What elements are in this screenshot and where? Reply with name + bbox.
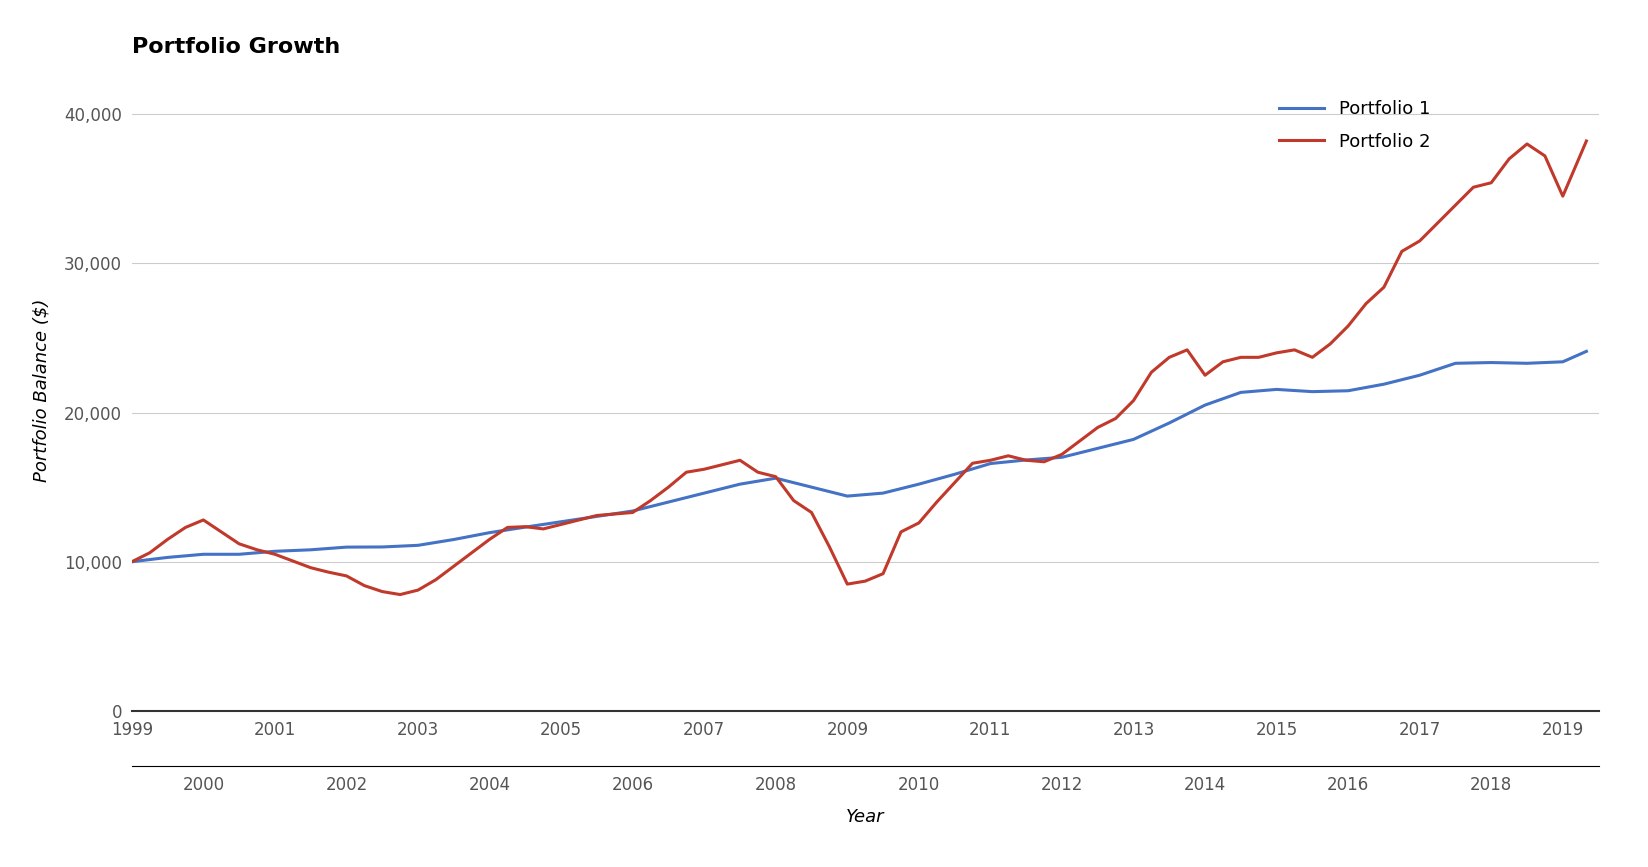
Portfolio 1 [1267,384,1287,394]
Portfolio 1 [265,546,285,557]
Portfolio 1 [801,482,821,492]
Portfolio 1 [1577,346,1597,356]
Portfolio 1 [336,542,356,552]
Portfolio 1 [944,469,964,479]
Portfolio 2 [1267,348,1287,358]
Portfolio 1 [837,491,857,501]
Portfolio 1 [1482,357,1501,368]
Portfolio 1 [694,488,714,499]
Portfolio 1 [623,505,643,516]
Portfolio 1 [1051,452,1071,462]
Portfolio 1 [981,459,1000,469]
Portfolio 1 [1374,379,1394,389]
Portfolio 1 [516,522,536,532]
Portfolio 1 [409,540,428,551]
Portfolio 1 [158,552,178,563]
Portfolio 2 [1577,136,1597,147]
Portfolio 1 [122,557,142,567]
Legend: Portfolio 1, Portfolio 2: Portfolio 1, Portfolio 2 [1271,91,1439,160]
Portfolio 1 [372,542,392,552]
Portfolio 1 [443,534,463,544]
Portfolio 1 [1160,418,1180,428]
Portfolio 1 [229,549,249,559]
Portfolio 1 [730,479,750,489]
Text: Portfolio Growth: Portfolio Growth [132,36,339,56]
Portfolio 1 [302,544,321,555]
Line: Portfolio 1: Portfolio 1 [132,351,1587,562]
Portfolio 1 [1017,455,1037,466]
Portfolio 1 [1409,370,1429,381]
Portfolio 1 [1338,386,1358,396]
Portfolio 1 [1195,400,1215,410]
Portfolio 1 [550,517,570,527]
Portfolio 1 [1231,388,1251,398]
Portfolio 1 [1445,358,1465,368]
Portfolio 1 [910,479,929,489]
Portfolio 1 [766,473,786,484]
X-axis label: Year: Year [845,808,885,826]
Line: Portfolio 2: Portfolio 2 [132,141,1587,595]
Portfolio 2 [550,519,570,530]
Portfolio 2 [819,542,839,552]
Portfolio 1 [1124,434,1144,445]
Portfolio 1 [659,497,679,507]
Portfolio 2 [391,590,410,600]
Portfolio 2 [534,524,554,534]
Y-axis label: Portfolio Balance ($): Portfolio Balance ($) [33,298,49,482]
Portfolio 2 [122,557,142,567]
Portfolio 2 [1302,352,1322,362]
Portfolio 2 [480,534,499,544]
Portfolio 1 [1088,443,1107,453]
Portfolio 1 [873,488,893,499]
Portfolio 1 [1518,358,1538,368]
Portfolio 1 [1302,387,1322,397]
Portfolio 1 [1552,356,1572,367]
Portfolio 1 [587,512,606,522]
Portfolio 1 [480,527,499,538]
Portfolio 1 [193,549,213,559]
